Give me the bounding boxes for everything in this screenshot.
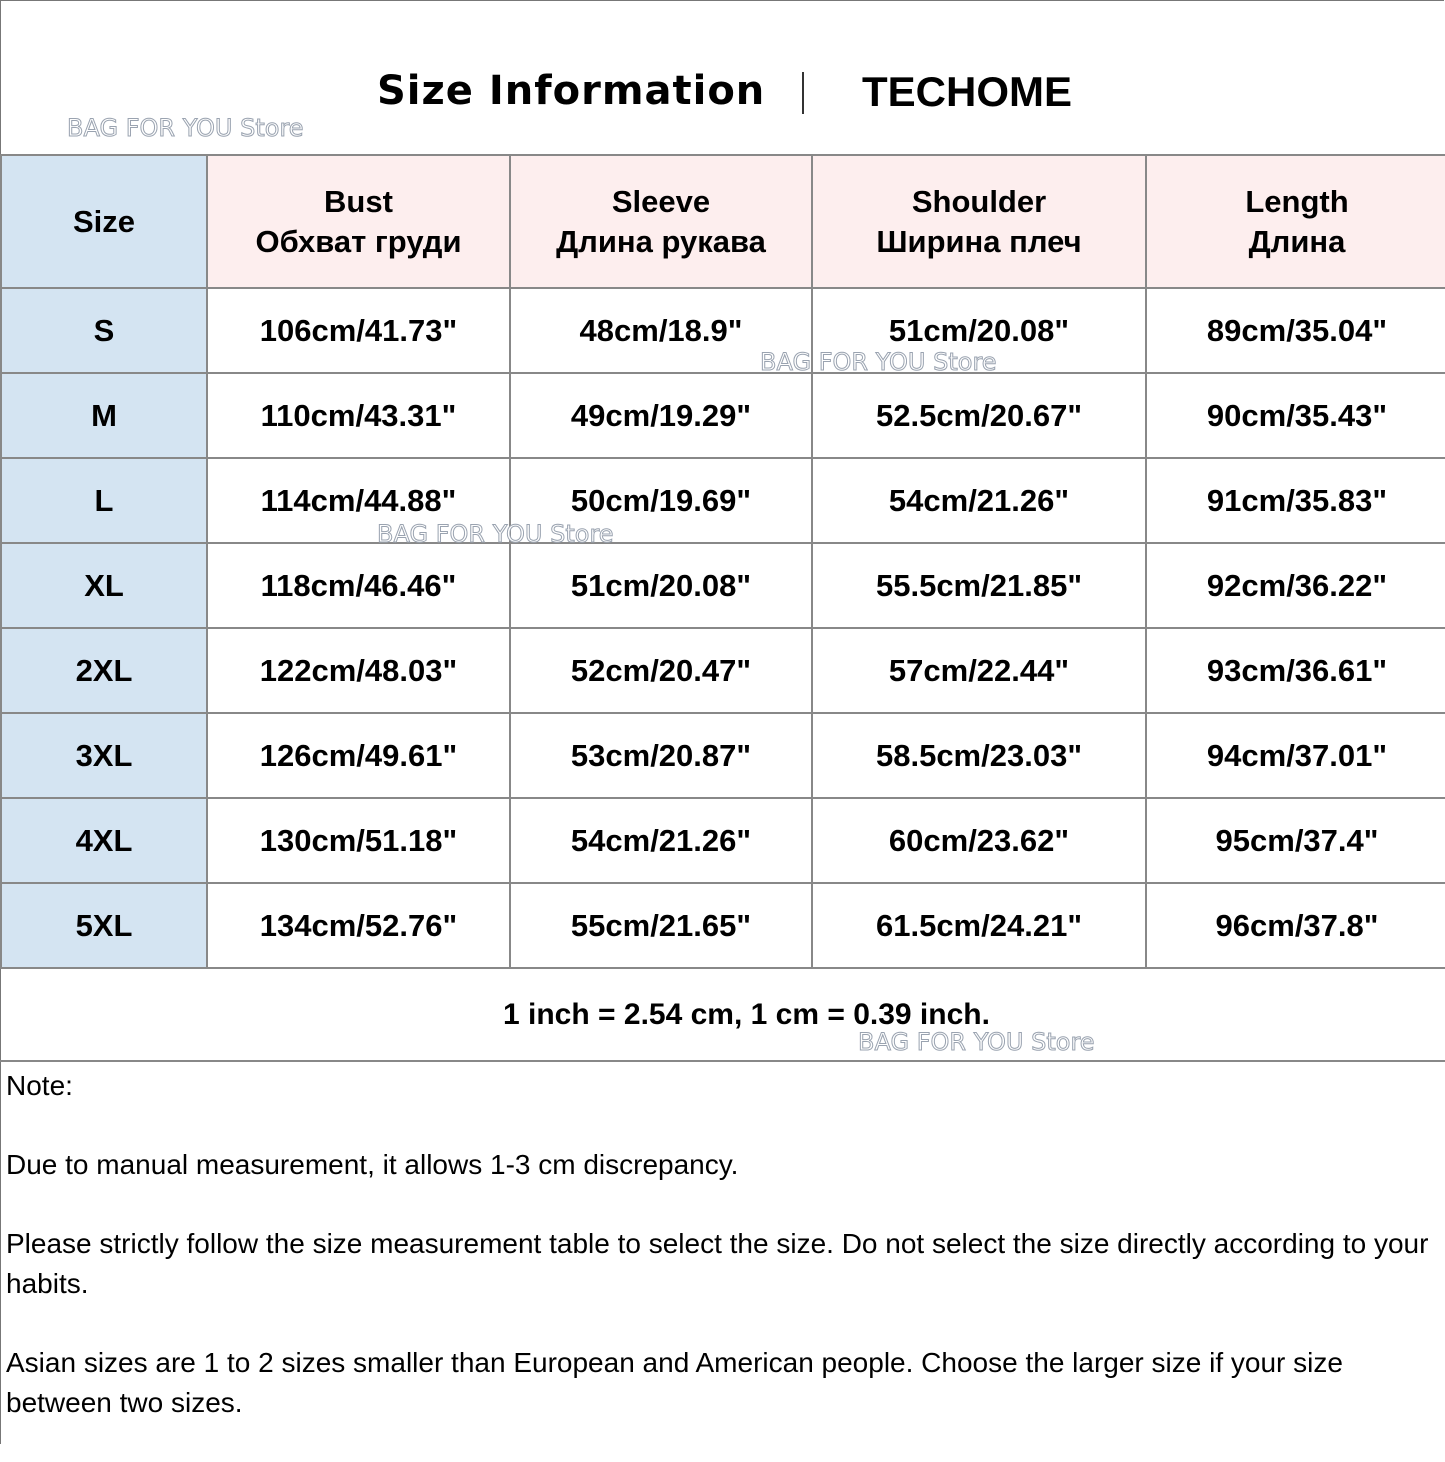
table-row: 2XL 122cm/48.03" 52cm/20.47" 57cm/22.44" 93c… (0, 627, 1445, 714)
table-row: 4XL 130cm/51.18" 54cm/21.26" 60cm/23.62" 95c… (0, 797, 1445, 884)
cell-length: 91cm/35.83" (1145, 457, 1445, 544)
page-title: Size Information (377, 68, 766, 114)
cell-sleeve: 48cm/18.9" (509, 287, 813, 374)
cell-size: 4XL (0, 797, 208, 884)
conversion-row: 1 inch = 2.54 cm, 1 cm = 0.39 inch. (0, 966, 1445, 1062)
column-header-label: Size (72, 203, 136, 239)
table-row: M 110cm/43.31" 49cm/19.29" 52.5cm/20.67" 90c… (0, 372, 1445, 459)
column-header-label-ru: Обхват груди (255, 223, 462, 259)
cell-shoulder: 57cm/22.44" (811, 627, 1147, 714)
cell-size: 3XL (0, 712, 208, 799)
cell-sleeve: 50cm/19.69" (509, 457, 813, 544)
cell-length: 95cm/37.4" (1145, 797, 1445, 884)
cell-bust: 118cm/46.46" (206, 542, 511, 629)
conversion-text: 1 inch = 2.54 cm, 1 cm = 0.39 inch. (503, 998, 990, 1031)
cell-length: 96cm/37.8" (1145, 882, 1445, 969)
column-header-shoulder: Shoulder Ширина плеч (811, 154, 1147, 289)
cell-size: M (0, 372, 208, 459)
cell-bust: 122cm/48.03" (206, 627, 511, 714)
cell-length: 92cm/36.22" (1145, 542, 1445, 629)
column-header-label-ru: Длина (1248, 223, 1346, 259)
cell-sleeve: 53cm/20.87" (509, 712, 813, 799)
table-row: 5XL 134cm/52.76" 55cm/21.65" 61.5cm/24.21" 9… (0, 882, 1445, 969)
cell-sleeve: 49cm/19.29" (509, 372, 813, 459)
column-header-sleeve: Sleeve Длина рукава (509, 154, 813, 289)
cell-shoulder: 55.5cm/21.85" (811, 542, 1147, 629)
cell-size: 5XL (0, 882, 208, 969)
notes-section: Note: Due to manual measurement, it allo… (6, 1066, 1436, 1462)
column-header-label: Shoulder (911, 183, 1047, 219)
notes-heading: Note: (6, 1070, 73, 1101)
cell-sleeve: 54cm/21.26" (509, 797, 813, 884)
table-row: 3XL 126cm/49.61" 53cm/20.87" 58.5cm/23.03" 9… (0, 712, 1445, 799)
column-header-size: Size (0, 154, 208, 289)
title-divider (802, 72, 804, 114)
cell-length: 94cm/37.01" (1145, 712, 1445, 799)
cell-sleeve: 51cm/20.08" (509, 542, 813, 629)
column-header-length: Length Длина (1145, 154, 1445, 289)
table-row: S 106cm/41.73" 48cm/18.9" 51cm/20.08" 89cm/3… (0, 287, 1445, 374)
cell-size: L (0, 457, 208, 544)
cell-size: S (0, 287, 208, 374)
cell-shoulder: 60cm/23.62" (811, 797, 1147, 884)
column-header-label: Bust (324, 183, 393, 219)
cell-bust: 114cm/44.88" (206, 457, 511, 544)
note-item: Please strictly follow the size measurem… (6, 1228, 1429, 1299)
cell-sleeve: 55cm/21.65" (509, 882, 813, 969)
column-header-label-ru: Длина рукава (556, 223, 766, 259)
cell-shoulder: 54cm/21.26" (811, 457, 1147, 544)
cell-bust: 126cm/49.61" (206, 712, 511, 799)
table-row: L 114cm/44.88" 50cm/19.69" 54cm/21.26" 91cm/… (0, 457, 1445, 544)
cell-shoulder: 52.5cm/20.67" (811, 372, 1147, 459)
cell-size: XL (0, 542, 208, 629)
note-item: Asian sizes are 1 to 2 sizes smaller tha… (6, 1347, 1343, 1418)
note-item: Due to manual measurement, it allows 1-3… (6, 1149, 739, 1180)
size-table: Size Bust Обхват груди Sleeve Длина рукава… (0, 154, 1445, 969)
brand-name: TECHOME (862, 68, 1072, 115)
cell-bust: 130cm/51.18" (206, 797, 511, 884)
column-header-bust: Bust Обхват груди (206, 154, 511, 289)
column-header-label: Length (1245, 183, 1349, 219)
cell-shoulder: 61.5cm/24.21" (811, 882, 1147, 969)
cell-length: 89cm/35.04" (1145, 287, 1445, 374)
cell-length: 90cm/35.43" (1145, 372, 1445, 459)
cell-shoulder: 58.5cm/23.03" (811, 712, 1147, 799)
cell-sleeve: 52cm/20.47" (509, 627, 813, 714)
cell-shoulder: 51cm/20.08" (811, 287, 1147, 374)
cell-bust: 106cm/41.73" (206, 287, 511, 374)
cell-bust: 134cm/52.76" (206, 882, 511, 969)
table-row: XL 118cm/46.46" 51cm/20.08" 55.5cm/21.85" 92… (0, 542, 1445, 629)
cell-size: 2XL (0, 627, 208, 714)
cell-bust: 110cm/43.31" (206, 372, 511, 459)
column-header-label: Sleeve (611, 183, 711, 219)
cell-length: 93cm/36.61" (1145, 627, 1445, 714)
table-header-row: Size Bust Обхват груди Sleeve Длина рукава… (0, 154, 1445, 289)
column-header-label-ru: Ширина плеч (876, 223, 1082, 259)
